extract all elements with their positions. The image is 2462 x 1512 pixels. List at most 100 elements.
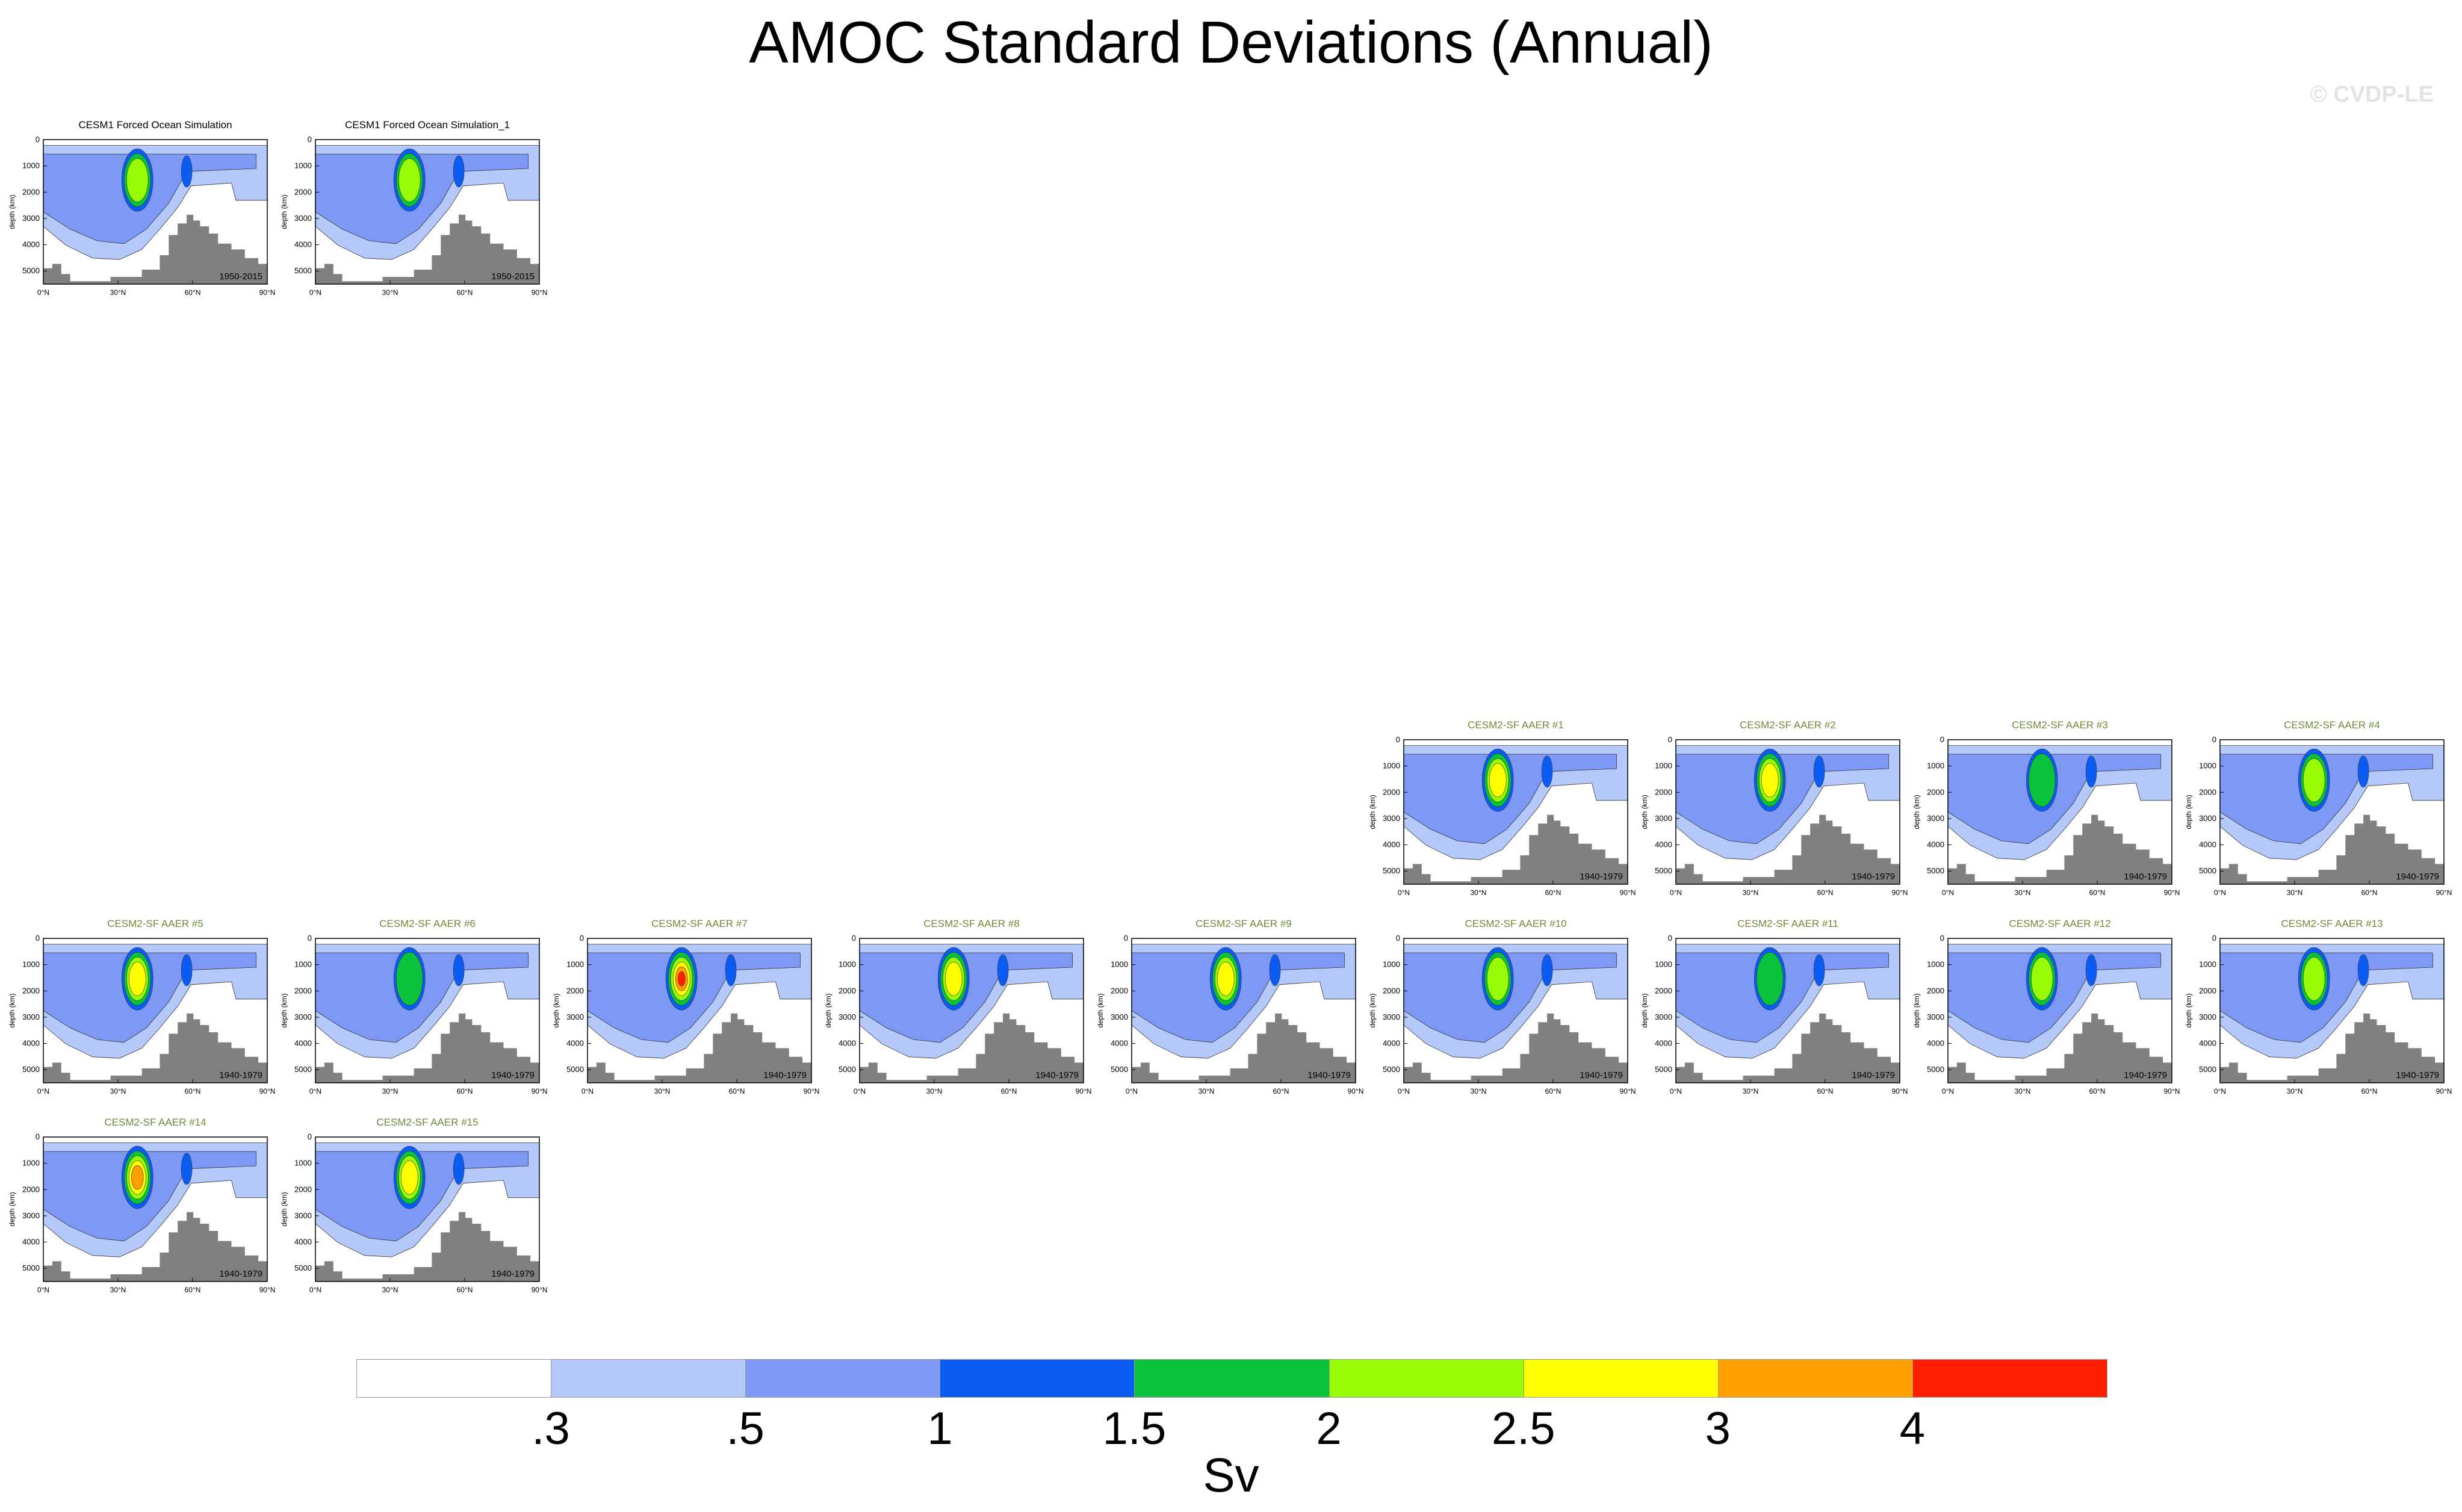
bathymetry [588,1013,811,1083]
y-tick-label: 4000 [294,1039,312,1048]
amoc-panel: CESM2-SF AAER #10 0 1000 2000 3000 4000 5000 0°… [1360,918,1636,1098]
x-tick-label: 0°N [2214,1087,2226,1095]
y-tick-label: 4000 [1655,1039,1672,1048]
x-tick-label: 0°N [37,1286,49,1294]
y-tick-label: 0 [308,934,312,943]
amoc-panel: CESM2-SF AAER #12 0 1000 2000 3000 4000 5000 0°… [1905,918,2180,1098]
x-tick-label: 30°N [2015,888,2031,897]
x-tick-label: 30°N [1198,1087,1215,1095]
y-tick-label: 3000 [2199,814,2216,823]
y-tick-label: 0 [580,934,584,943]
y-tick-label: 4000 [22,240,40,249]
panel-plot: 0 1000 2000 3000 4000 5000 0°N 30°N 60°N 90°N dept… [2184,735,2452,897]
colorbar-box [1329,1359,1524,1398]
y-tick-label: 4000 [1383,1039,1400,1048]
y-tick-label: 2000 [2199,986,2216,995]
y-tick-label: 0 [2212,934,2216,943]
y-tick-label: 1000 [839,960,856,969]
x-tick-label: 90°N [2164,888,2180,897]
contour-2 [1486,956,1509,1001]
bathymetry [43,1013,267,1083]
y-axis-label: depth (km) [280,993,288,1027]
plot-frame [315,139,540,285]
contour-secondary [453,954,465,987]
x-tick-label: 60°N [729,1087,745,1095]
x-tick-label: 30°N [654,1087,671,1095]
plot-frame [1947,739,2172,885]
x-tick-label: 90°N [532,1087,548,1095]
bathymetry [2220,1013,2444,1083]
y-tick-label: 3000 [294,214,312,223]
x-tick-label: 0°N [309,1087,321,1095]
y-tick-label: 0 [1940,735,1944,744]
contour-2.5 [1489,763,1507,798]
y-tick-label: 5000 [2199,866,2216,875]
bathymetry [315,1212,539,1281]
y-axis-label: depth (km) [552,993,560,1027]
y-tick-label: 4000 [2199,1039,2216,1048]
panel-title: CESM2-SF AAER #8 [923,918,1020,929]
y-tick-label: 3000 [1383,814,1400,823]
colorbar-tick-label: .5 [726,1403,764,1454]
colorbar-box [745,1359,941,1398]
panel-plot: 0 1000 2000 3000 4000 5000 0°N 30°N 60°N 90°N dept… [1640,735,1908,897]
colorbar-box [356,1359,552,1398]
amoc-panel: CESM2-SF AAER #7 0 1000 2000 3000 4000 5000 0°N… [544,918,819,1098]
x-tick-label: 30°N [110,288,126,297]
y-tick-label: 0 [36,1132,40,1141]
x-tick-label: 90°N [259,288,276,297]
y-tick-label: 3000 [1927,1012,1944,1021]
y-tick-label: 2000 [294,1185,312,1194]
period-label: 1940-1979 [1852,1070,1895,1080]
panel-plot: 0 1000 2000 3000 4000 5000 0°N 30°N 60°N 90°N dept… [1368,934,1636,1095]
plot-frame [1947,938,2172,1083]
y-tick-label: 1000 [1383,761,1400,770]
y-axis-label: depth (km) [1368,993,1377,1027]
plot-frame [1131,938,1356,1083]
x-tick-label: 30°N [1471,888,1487,897]
y-tick-label: 2000 [839,986,856,995]
bathymetry [1948,814,2172,884]
amoc-panel: CESM2-SF AAER #14 0 1000 2000 3000 4000 5000 0°… [0,1117,275,1297]
x-tick-label: 90°N [2436,1087,2452,1095]
x-tick-label: 60°N [1545,1087,1561,1095]
y-tick-label: 0 [1396,934,1400,943]
bathymetry [1404,1013,1628,1083]
contour-2 [398,158,421,202]
amoc-panel: CESM2-SF AAER #2 0 1000 2000 3000 4000 5000 0°N… [1633,719,1908,900]
x-tick-label: 60°N [457,1087,473,1095]
colorbar-tick-label: 2.5 [1491,1403,1555,1454]
y-tick-label: 4000 [839,1039,856,1048]
colorbar-tick-label: 3 [1705,1403,1731,1454]
y-tick-label: 2000 [1655,787,1672,796]
plot-frame [1403,739,1628,885]
y-tick-label: 0 [2212,735,2216,744]
y-tick-label: 1000 [294,161,312,170]
y-tick-label: 1000 [1927,960,1944,969]
y-axis-label: depth (km) [1640,795,1649,829]
x-tick-label: 30°N [2287,1087,2303,1095]
contour-secondary [453,155,465,188]
y-tick-label: 1000 [22,161,40,170]
bathymetry [315,1013,539,1083]
x-tick-label: 60°N [2361,1087,2378,1095]
y-tick-label: 3000 [1655,814,1672,823]
y-tick-label: 5000 [22,1065,40,1074]
panel-title: CESM2-SF AAER #7 [651,918,748,929]
y-tick-label: 5000 [1383,866,1400,875]
contour-secondary [453,1153,465,1185]
y-tick-label: 0 [1940,934,1944,943]
y-tick-label: 2000 [294,986,312,995]
contour-secondary [2357,755,2369,788]
y-axis-label: depth (km) [8,1192,16,1226]
x-tick-label: 60°N [457,1286,473,1294]
x-tick-label: 60°N [1273,1087,1289,1095]
colorbar-box [940,1359,1135,1398]
period-label: 1940-1979 [1035,1070,1079,1080]
bathymetry [1676,1013,1900,1083]
period-label: 1940-1979 [1580,872,1623,882]
x-tick-label: 0°N [1942,888,1954,897]
y-tick-label: 5000 [294,1263,312,1272]
y-tick-label: 1000 [22,960,40,969]
y-tick-label: 3000 [1927,814,1944,823]
